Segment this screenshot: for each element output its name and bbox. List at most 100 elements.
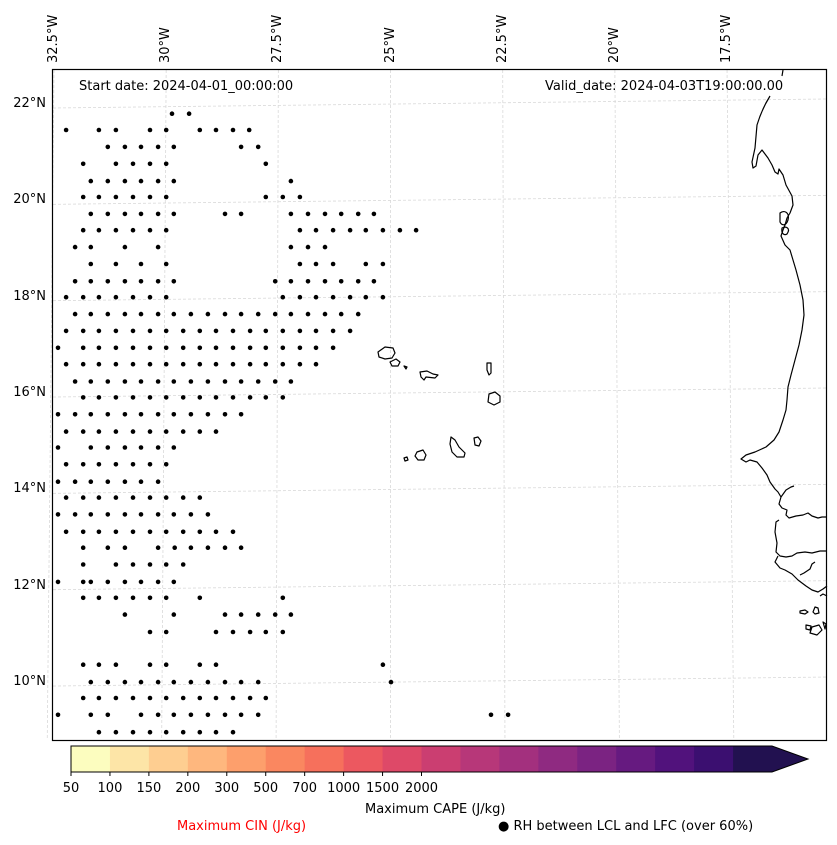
longitude-tick: 25°W — [382, 27, 398, 63]
rh-dot — [96, 495, 102, 500]
rh-dot — [171, 579, 177, 585]
rh-dot — [163, 529, 169, 535]
rh-dot — [297, 227, 303, 233]
rh-dot — [63, 429, 69, 434]
rh-dot — [122, 445, 128, 450]
rh-dot — [197, 429, 203, 434]
rh-dot — [313, 345, 319, 351]
rh-dot — [130, 294, 136, 300]
rh-dot — [163, 562, 169, 567]
rh-dot — [230, 729, 236, 735]
rh-dot — [330, 345, 336, 351]
rh-dot — [197, 729, 203, 735]
rh-dot — [397, 227, 403, 233]
rh-dot — [180, 695, 186, 701]
rh-dot — [180, 328, 186, 334]
rh-dot — [105, 211, 111, 217]
rh-dot — [238, 379, 244, 384]
rh-dot — [205, 712, 211, 718]
rh-dot — [171, 445, 177, 450]
rh-dot — [55, 479, 61, 485]
rh-dot — [330, 294, 336, 300]
rh-dot — [280, 345, 286, 351]
meridian-gridline — [726, 69, 735, 741]
rh-dot — [80, 161, 86, 167]
colorbar-tick: 2000 — [404, 781, 439, 796]
rh-dot — [147, 495, 153, 500]
rh-dot — [230, 361, 236, 367]
rh-dot — [105, 579, 111, 585]
rh-dot — [80, 194, 86, 200]
rh-dot — [130, 495, 136, 500]
rh-dot — [222, 545, 228, 550]
rh-dot-icon: ● — [498, 819, 510, 834]
colorbar-bin — [499, 746, 539, 772]
colorbar-bin — [343, 746, 384, 772]
rh-dot — [171, 612, 177, 617]
meridian-gridline — [614, 69, 620, 741]
colorbar-extend-arrow — [772, 746, 808, 772]
rh-dot — [96, 227, 102, 233]
rh-dot — [147, 429, 153, 434]
rh-dot — [230, 695, 236, 701]
rh-dot — [263, 328, 269, 334]
rh-dot — [205, 512, 211, 517]
rh-dot — [213, 127, 219, 133]
rh-dot — [363, 261, 369, 267]
rh-dot — [197, 595, 203, 601]
rh-dot — [171, 178, 177, 184]
rh-dot — [122, 512, 128, 517]
rh-dot — [238, 144, 244, 150]
rh-dot — [197, 127, 203, 133]
rh-dot — [163, 161, 169, 167]
rh-dot — [188, 412, 194, 417]
rh-dot — [88, 412, 94, 417]
colorbar-bin — [382, 746, 422, 772]
rh-dot — [297, 328, 303, 334]
rh-dot — [105, 279, 111, 284]
colorbar-tick: 500 — [253, 781, 279, 796]
rh-dot — [255, 612, 261, 617]
rh-dot — [72, 279, 78, 284]
longitude-tick: 17.5°W — [719, 14, 735, 63]
rh-dot — [188, 545, 194, 550]
rh-dot — [247, 695, 253, 701]
rh-dot — [80, 227, 86, 233]
rh-dot — [147, 395, 153, 400]
colorbar-bin — [655, 746, 695, 772]
rh-dot — [113, 495, 119, 500]
rh-dot — [138, 178, 144, 184]
island-brava — [403, 456, 409, 462]
rh-dot — [413, 227, 419, 233]
rh-dot — [130, 429, 136, 434]
rh-dot — [263, 345, 269, 351]
latitude-tick: 20°N — [13, 192, 46, 208]
rh-dot — [171, 412, 177, 417]
coastline-bissagos-islands — [799, 593, 828, 636]
colorbar-tick: 700 — [292, 781, 318, 796]
rh-dot — [55, 445, 61, 450]
rh-dot — [230, 395, 236, 400]
rh-dot — [238, 612, 244, 617]
rh-dot — [338, 279, 344, 284]
rh-dot — [263, 695, 269, 701]
rh-dot — [88, 679, 94, 685]
rh-dot — [247, 345, 253, 351]
rh-dot — [305, 311, 311, 317]
rh-dot — [130, 562, 136, 567]
rh-dot — [96, 729, 102, 735]
rh-dot — [63, 495, 69, 500]
rh-dot — [155, 178, 161, 184]
rh-dot — [163, 361, 169, 367]
island-santiago — [449, 436, 466, 458]
rh-dot — [147, 462, 153, 467]
rh-dot — [205, 679, 211, 685]
rh-dot — [247, 328, 253, 334]
rh-dot — [355, 211, 361, 217]
colorbar-bin — [148, 746, 189, 772]
rh-dot — [280, 361, 286, 367]
parallel-gridline — [52, 291, 827, 302]
rh-dot — [130, 695, 136, 701]
rh-dot — [222, 311, 228, 317]
